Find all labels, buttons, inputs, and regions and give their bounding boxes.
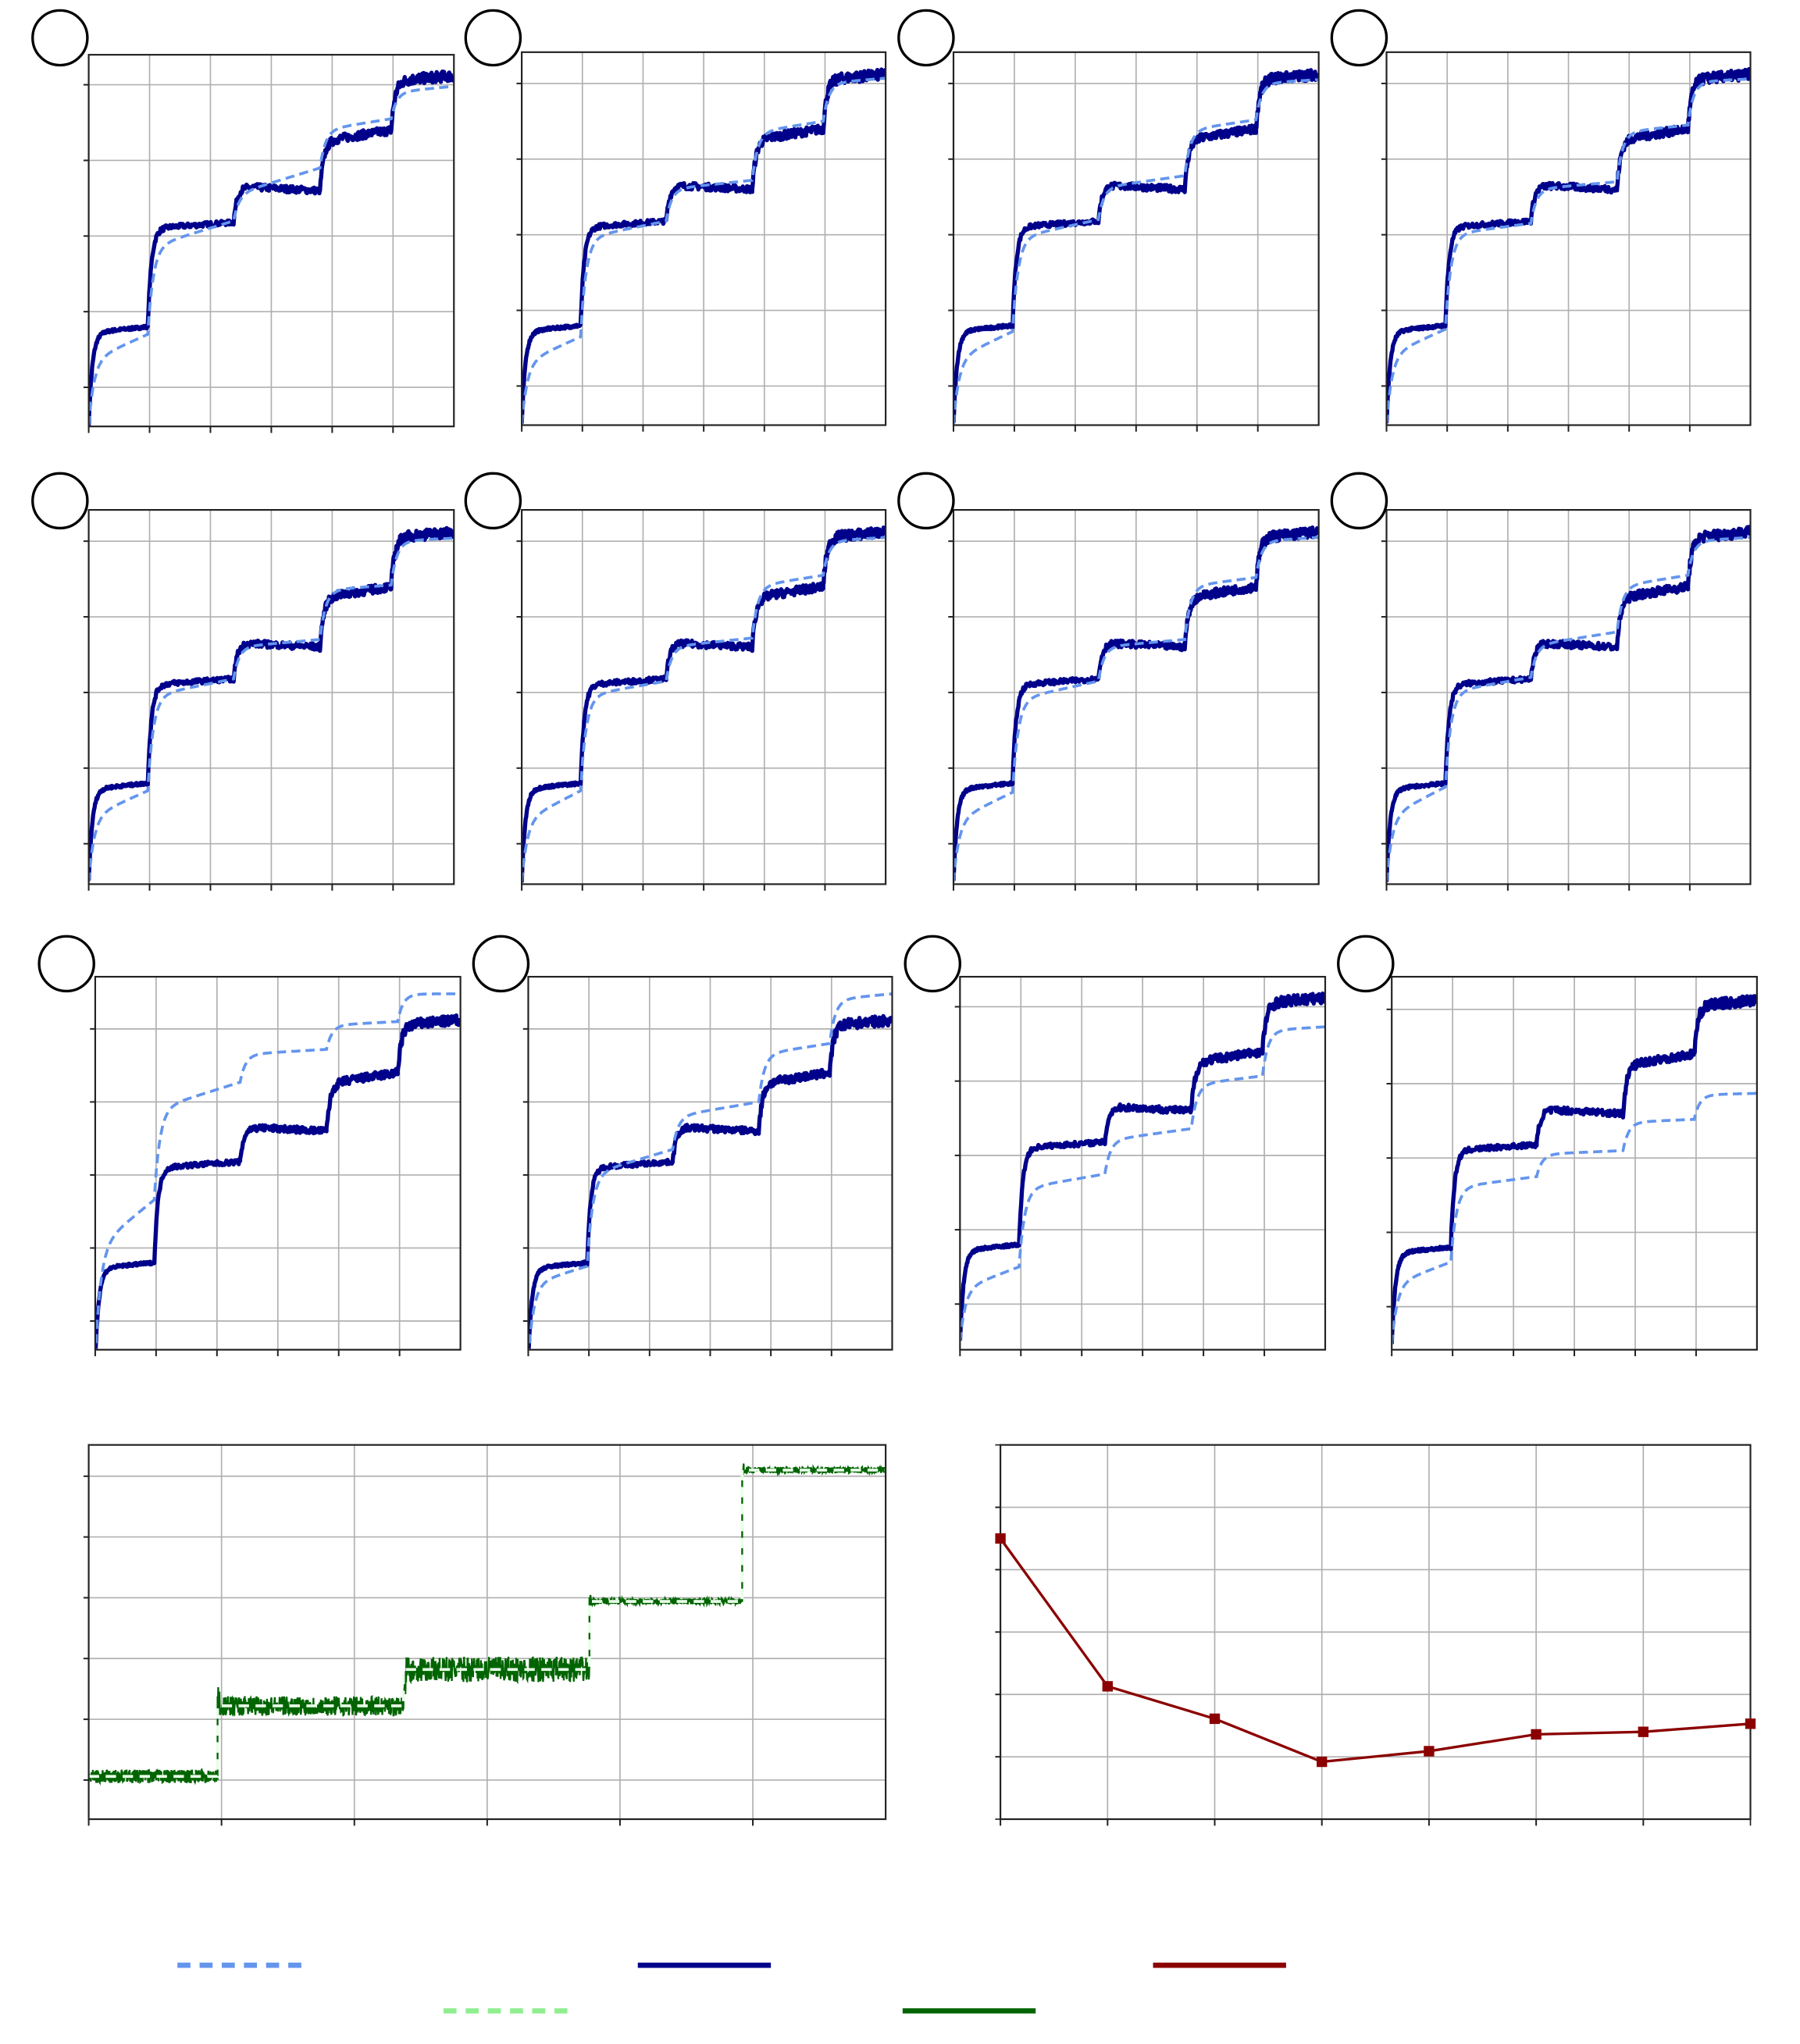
error-data-point [1531, 1729, 1542, 1740]
model-series-dashed-line [953, 78, 1319, 425]
measured-series-line [1392, 994, 1757, 1344]
plot-frame [94, 975, 462, 1351]
plot-frame [521, 508, 887, 885]
panel-label-circle [464, 9, 522, 67]
panel-12 [1337, 935, 1758, 1357]
error-data-point [1424, 1746, 1435, 1757]
measured-series-line [522, 525, 886, 883]
measured-series-line [1386, 525, 1751, 882]
panel-5 [31, 472, 455, 891]
model-series-dashed-line [1392, 1091, 1757, 1344]
panel-2 [464, 9, 887, 432]
panel-3 [897, 9, 1320, 432]
plot-area [88, 525, 454, 882]
model-series-dashed-line [88, 84, 454, 426]
target-dashed-line [88, 1469, 886, 1779]
plot-frame [521, 51, 887, 426]
plot-frame [959, 975, 1327, 1351]
plot-area [528, 992, 893, 1350]
error-data-point [1638, 1726, 1649, 1737]
plot-frame [87, 54, 455, 428]
panel-label-circle [31, 472, 89, 530]
error-series-line [999, 1537, 1751, 1764]
plot-frame [1385, 508, 1752, 885]
error-data-point [995, 1533, 1006, 1544]
panel-11 [904, 935, 1327, 1357]
panel-1 [31, 9, 455, 433]
model-series-dashed-line [953, 536, 1319, 882]
plot-frame [952, 51, 1320, 426]
panel-label-circle [31, 9, 89, 67]
error-data-point [1317, 1756, 1328, 1768]
plot-frame [1000, 1444, 1752, 1821]
plot-frame [1391, 975, 1758, 1351]
error-data-point [1209, 1713, 1221, 1725]
panel-label-circle [464, 472, 522, 530]
plot-area [94, 992, 461, 1350]
measured-series-line [528, 1013, 893, 1350]
plot-frame [87, 1444, 887, 1821]
plot-frame [527, 975, 893, 1351]
panel-14 [995, 1444, 1756, 1826]
plot-area [1386, 67, 1751, 424]
plot-area [1386, 525, 1751, 882]
legend [177, 1962, 1286, 2014]
panel-label-circle [1330, 472, 1388, 530]
model-series-dashed-line [94, 992, 461, 1350]
panel-label-circle [1330, 9, 1388, 67]
panel-13 [83, 1444, 887, 1826]
plot-area [953, 68, 1319, 425]
panel-label-circle [37, 935, 95, 993]
panel-label-circle [904, 935, 962, 993]
plot-frame [952, 508, 1320, 885]
plot-area [1392, 994, 1757, 1344]
measured-series-line [953, 68, 1319, 423]
panel-label-circle [897, 9, 955, 67]
measured-series-line [960, 991, 1326, 1341]
panel-4 [1330, 9, 1752, 432]
model-series-dashed-line [528, 992, 893, 1350]
panel-10 [472, 935, 893, 1357]
plot-area [522, 67, 886, 425]
panel-label-circle [1337, 935, 1395, 993]
plot-area [522, 525, 886, 883]
error-data-point [1102, 1681, 1113, 1692]
plot-area [953, 525, 1319, 882]
plot-area [960, 991, 1326, 1342]
panel-9 [37, 935, 462, 1357]
plot-frame [87, 508, 455, 885]
panel-label-circle [472, 935, 530, 993]
model-series-dashed-line [522, 77, 886, 425]
measured-series-line [522, 67, 886, 424]
panel-6 [464, 472, 887, 891]
measured-series-line [88, 69, 454, 427]
error-data-point [1745, 1718, 1756, 1729]
plot-area [88, 69, 454, 427]
model-series-dashed-line [88, 536, 454, 882]
panel-7 [897, 472, 1320, 891]
panel-8 [1330, 472, 1752, 891]
plot-area [88, 1463, 886, 1786]
model-series-dashed-line [522, 536, 886, 882]
measured-series-line [94, 1013, 461, 1350]
panel-label-circle [897, 472, 955, 530]
plot-frame [1385, 51, 1752, 426]
measured-series-line [1386, 67, 1751, 423]
model-series-dashed-line [1386, 536, 1751, 882]
model-series-dashed-line [1386, 77, 1751, 424]
